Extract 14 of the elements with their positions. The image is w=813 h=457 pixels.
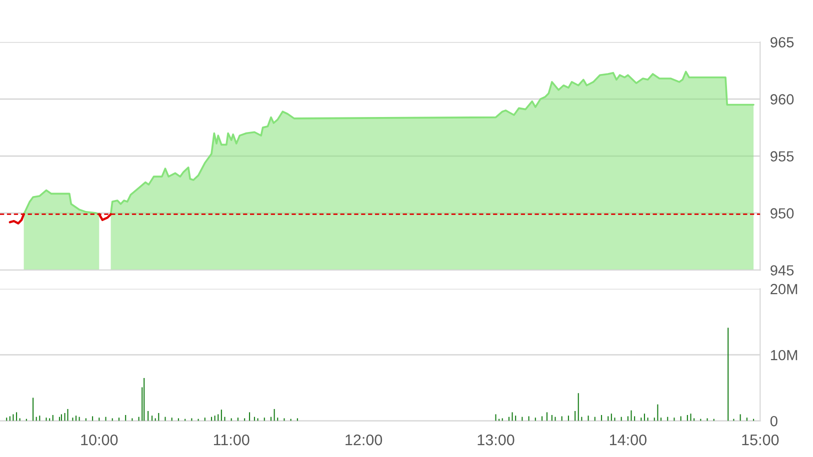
y-tick-label: 965 bbox=[770, 37, 794, 48]
x-tick-label: 10:00 bbox=[81, 434, 118, 446]
y-tick-label: 950 bbox=[770, 208, 794, 219]
y-tick-label: 0 bbox=[770, 416, 778, 426]
y-tick-label: 10M bbox=[770, 350, 798, 360]
y-tick-label: 960 bbox=[770, 94, 794, 104]
y-tick-label: 20M bbox=[770, 284, 798, 294]
x-tick-label: 13:00 bbox=[478, 434, 514, 446]
x-tick-label: 15:00 bbox=[742, 434, 779, 446]
x-tick-label: 14:00 bbox=[610, 434, 646, 446]
y-tick-label: 955 bbox=[770, 151, 794, 162]
y-tick-label: 945 bbox=[770, 265, 794, 276]
x-tick-label: 11:00 bbox=[214, 434, 250, 446]
x-tick-label: 12:00 bbox=[346, 434, 382, 446]
